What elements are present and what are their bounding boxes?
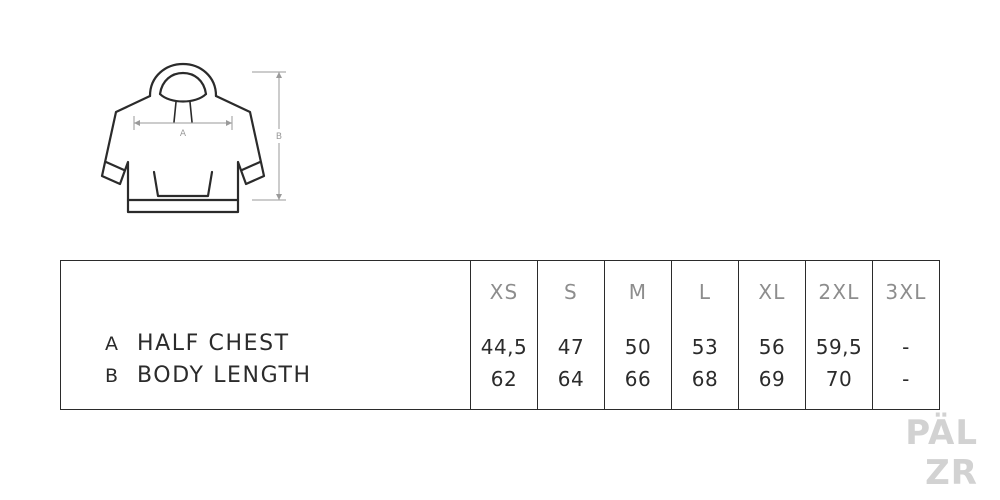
size-columns: XS 44,5 62 S 47 64 M 50 66 L 53 68	[471, 261, 939, 409]
row-key-a: A	[105, 333, 119, 355]
row-label-body-length: BODY LENGTH	[137, 363, 312, 388]
measurement-label-column: A HALF CHEST B BODY LENGTH	[61, 261, 471, 409]
size-header-s: S	[564, 280, 578, 304]
row-label-half-chest: HALF CHEST	[137, 331, 290, 356]
measure-label-a: A	[180, 129, 187, 139]
hoodie-svg: A B	[100, 62, 286, 214]
arrow-down-b	[276, 194, 282, 200]
value-body-length-3xl: -	[902, 367, 910, 391]
size-header-3xl: 3XL	[885, 280, 927, 304]
size-header-xl: XL	[758, 280, 786, 304]
size-values-m: 50 66	[605, 323, 671, 409]
arrow-right-a	[226, 120, 232, 126]
size-column-3xl: 3XL - -	[873, 261, 939, 409]
size-values-3xl: - -	[873, 323, 939, 409]
value-body-length-l: 68	[691, 367, 719, 391]
size-values-xs: 44,5 62	[471, 323, 537, 409]
size-header-l: L	[698, 280, 712, 304]
value-body-length-s: 64	[557, 367, 585, 391]
palzr-logo-svg: PÄL ZR	[905, 412, 978, 493]
size-values-s: 47 64	[538, 323, 604, 409]
size-values-2xl: 59,5 70	[806, 323, 872, 409]
value-half-chest-3xl: -	[902, 335, 910, 359]
value-half-chest-s: 47	[557, 335, 585, 359]
size-values-l: 53 68	[672, 323, 738, 409]
size-header-m: M	[628, 280, 648, 304]
value-body-length-m: 66	[624, 367, 652, 391]
size-column-s: S 47 64	[538, 261, 605, 409]
size-column-m: M 50 66	[605, 261, 672, 409]
size-column-l: L 53 68	[672, 261, 739, 409]
value-body-length-2xl: 70	[825, 367, 853, 391]
size-column-xl: XL 56 69	[739, 261, 806, 409]
size-header-xs: XS	[489, 280, 519, 304]
value-half-chest-xs: 44,5	[480, 335, 528, 359]
value-half-chest-xl: 56	[758, 335, 786, 359]
value-body-length-xl: 69	[758, 367, 786, 391]
brand-logo: PÄL ZR	[872, 406, 982, 493]
table-row: A HALF CHEST	[61, 331, 470, 363]
garment-illustration: A B	[80, 50, 370, 220]
table-row: B BODY LENGTH	[61, 363, 470, 395]
label-b-backdrop	[273, 129, 286, 143]
size-chart-table: A HALF CHEST B BODY LENGTH XS 44,5 62 S …	[60, 260, 940, 410]
size-values-xl: 56 69	[739, 323, 805, 409]
size-header-2xl: 2XL	[818, 280, 860, 304]
value-half-chest-2xl: 59,5	[815, 335, 863, 359]
size-column-2xl: 2XL 59,5 70	[806, 261, 873, 409]
arrow-left-a	[134, 120, 140, 126]
value-half-chest-m: 50	[624, 335, 652, 359]
row-key-b: B	[105, 365, 119, 387]
size-column-xs: XS 44,5 62	[471, 261, 538, 409]
brand-line-2: ZR	[925, 453, 978, 492]
brand-line-1: PÄL	[905, 412, 978, 453]
value-body-length-xs: 62	[490, 367, 518, 391]
arrow-up-b	[276, 72, 282, 78]
value-half-chest-l: 53	[691, 335, 719, 359]
measure-label-b: B	[276, 132, 282, 142]
